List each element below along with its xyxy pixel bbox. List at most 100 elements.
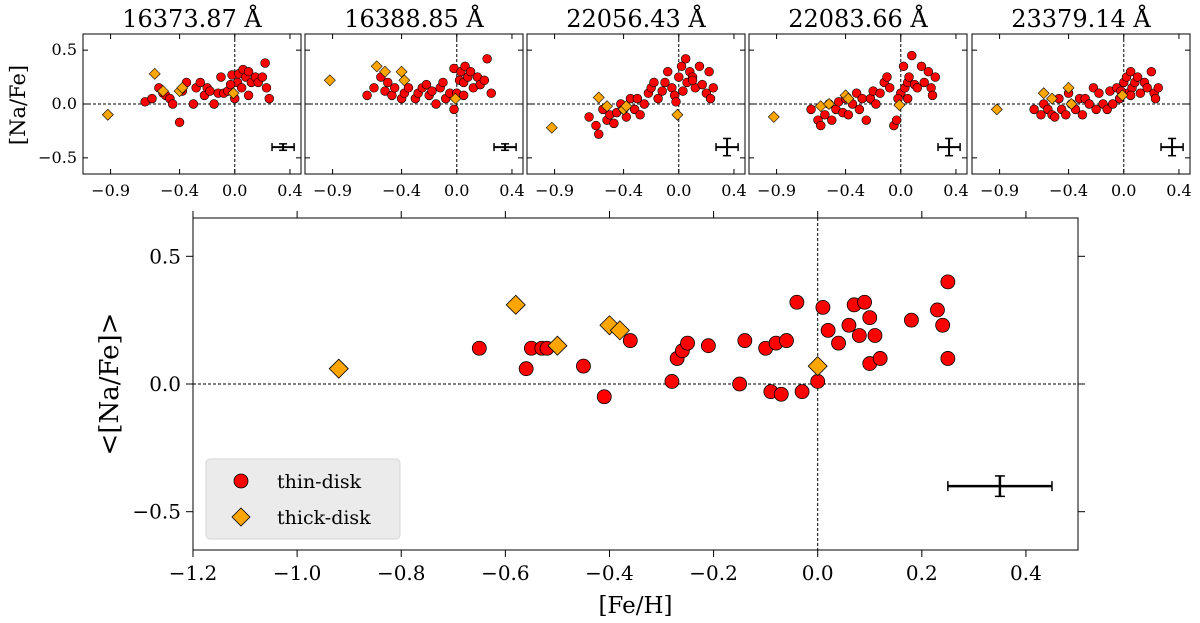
thin-disk-point: [188, 99, 199, 109]
thin-disk-point: [1153, 83, 1163, 93]
thin-disk-point: [940, 274, 956, 290]
thin-disk-point: [674, 72, 684, 82]
main-axes: −1.2 −1.0 −0.8 −0.6 −0.4 −0.2 0.0 0.2 0.4 0.5 0.0 −…: [95, 211, 1085, 619]
thin-disk-point: [940, 351, 956, 366]
thin-disk-point: [907, 50, 917, 61]
thick-disk-point: [370, 60, 383, 73]
thin-disk-point: [431, 99, 441, 109]
x-tick-label: 0.4: [1166, 181, 1191, 200]
thick-disk-point: [505, 294, 526, 315]
x-tick-label: −0.9: [980, 181, 1019, 200]
y-tick-label: 0.0: [149, 372, 181, 396]
thin-disk-point: [789, 294, 805, 310]
thin-disk-point: [875, 88, 885, 98]
thick-disk-point: [398, 74, 411, 87]
thin-disk-point: [209, 99, 219, 109]
thin-disk-point: [1061, 110, 1071, 120]
thin-disk-point: [694, 61, 705, 72]
panel-4: 22083.66 Å −0.9 −0.4 0.0 0.4: [748, 4, 969, 200]
thin-disk-point: [383, 77, 393, 88]
thin-disk-point: [622, 333, 638, 348]
x-tick-label: −0.9: [313, 181, 352, 200]
thin-disk-point: [1150, 93, 1161, 104]
thick-disk-point: [1116, 89, 1129, 102]
thin-disk-point: [1132, 72, 1143, 82]
thin-disk-point: [930, 302, 945, 318]
x-tick-label: −0.4: [382, 181, 421, 200]
thick-disk-point: [1037, 87, 1050, 100]
thin-disk-point: [1125, 66, 1136, 77]
x-tick-label: 0.0: [802, 561, 834, 585]
legend-thin-label: thin-disk: [277, 471, 362, 493]
thin-disk-point: [649, 77, 659, 88]
thin-disk-point: [904, 312, 919, 328]
thin-disk-point: [1135, 88, 1146, 98]
y-tick-label: 0.0: [52, 94, 77, 113]
thin-disk-point: [243, 66, 254, 77]
thin-disk-point: [1077, 110, 1088, 120]
x-tick-label: 0.4: [721, 181, 746, 200]
thick-disk-point: [814, 100, 827, 113]
legend-thick-marker: [231, 507, 251, 527]
x-tick-label: −0.9: [535, 181, 574, 200]
x-tick-label: −0.4: [604, 181, 643, 200]
thin-disk-point: [1094, 88, 1104, 98]
x-tick-label: 0.4: [277, 181, 302, 200]
thick-disk-point: [323, 74, 336, 87]
thick-disk-point: [990, 103, 1003, 116]
thin-disk-point: [697, 79, 707, 90]
x-tick-label: −0.4: [585, 561, 634, 585]
thin-disk-point: [458, 90, 469, 101]
thin-disk-point: [236, 83, 247, 93]
thin-disk-point: [243, 90, 254, 101]
thin-disk-point: [930, 72, 940, 82]
thin-disk-point: [923, 66, 934, 77]
thin-disk-point: [635, 110, 645, 120]
x-tick-label: −1.0: [273, 561, 322, 585]
legend-box: [205, 458, 401, 540]
thin-disk-point: [732, 376, 748, 392]
thick-disk-point: [157, 85, 169, 98]
thin-disk-point: [427, 86, 437, 96]
thin-disk-point: [854, 104, 865, 115]
thin-disk-point: [438, 77, 448, 88]
thin-disk-point: [205, 86, 215, 96]
thin-disk-point: [927, 90, 938, 101]
y-axis-label: <[Na/Fe]>: [95, 313, 125, 456]
thin-disk-point: [664, 374, 680, 389]
thin-disk-point: [1146, 66, 1157, 77]
y-tick-label: 0.5: [52, 40, 77, 59]
thin-disk-point: [857, 93, 867, 104]
thick-disk-point: [1065, 98, 1078, 110]
x-tick-label: −1.2: [169, 561, 218, 585]
x-tick-label: −0.9: [757, 181, 796, 200]
x-tick-label: 0.4: [1010, 561, 1042, 585]
thin-disk-point: [257, 72, 268, 82]
thin-disk-point: [260, 58, 270, 68]
panel-title: 23379.14 Å: [1011, 4, 1151, 33]
thin-disk-point: [871, 99, 881, 109]
x-tick-label: −0.4: [160, 181, 199, 200]
thin-disk-point: [815, 299, 831, 315]
thin-disk-point: [671, 97, 681, 107]
panel-title: 22083.66 Å: [788, 4, 928, 33]
thick-disk-point: [842, 92, 855, 105]
x-axis-label: [Fe/H]: [598, 593, 672, 619]
thin-disk-point: [195, 77, 205, 88]
thick-disk-point: [609, 320, 630, 341]
x-tick-label: −0.9: [91, 181, 130, 200]
thin-disk-point: [704, 66, 714, 77]
thin-disk-point: [912, 83, 923, 93]
thin-disk-point: [449, 104, 459, 115]
thick-disk-point: [148, 67, 161, 80]
top-panels: 16373.87 Å −0.9 −0.4 0.0 0.4 0.5 0.0 −0.5 16388.…: [6, 4, 1192, 200]
thin-disk-point: [576, 358, 591, 374]
thin-disk-point: [680, 335, 695, 351]
thin-disk-point: [831, 335, 846, 351]
thin-disk-point: [705, 93, 716, 104]
thin-disk-point: [861, 115, 871, 125]
thin-disk-point: [919, 77, 929, 88]
thin-disk-point: [591, 120, 601, 131]
thin-disk-point: [663, 66, 673, 77]
thin-disk-point: [660, 77, 670, 88]
